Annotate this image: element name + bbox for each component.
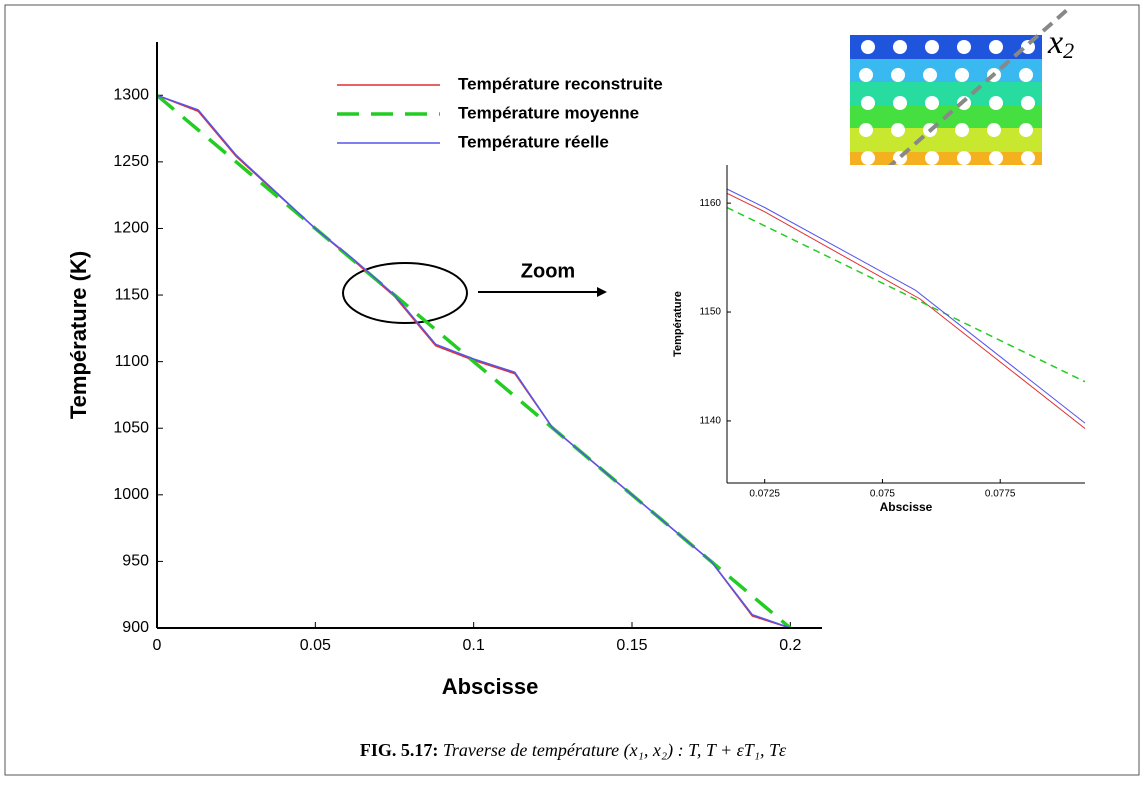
hole bbox=[859, 123, 873, 137]
hole bbox=[955, 68, 969, 82]
y-tick-label: 1050 bbox=[113, 419, 149, 436]
y-tick-label: 1160 bbox=[699, 198, 721, 209]
hole bbox=[1019, 123, 1033, 137]
y-tick-label: 900 bbox=[122, 619, 149, 636]
x-tick-label: 0.0775 bbox=[985, 489, 1016, 500]
legend-label: Température reconstruite bbox=[458, 74, 663, 93]
series-line bbox=[726, 188, 1086, 424]
y-axis-label: Température bbox=[672, 291, 684, 357]
y-tick-label: 1250 bbox=[113, 153, 149, 170]
x-tick-label: 0.0725 bbox=[749, 489, 780, 500]
hole bbox=[989, 40, 1003, 54]
y-tick-label: 1000 bbox=[113, 486, 149, 503]
x-tick-label: 0 bbox=[153, 637, 162, 654]
hole bbox=[925, 151, 939, 165]
legend-label: Température moyenne bbox=[458, 103, 639, 122]
plot: 0 0.05 0.1 0.15 0.2 900 950 1000 1050 1100 1150 120… bbox=[66, 42, 822, 699]
hole bbox=[957, 40, 971, 54]
plot-area bbox=[727, 165, 1085, 483]
hole bbox=[1021, 96, 1035, 110]
hole bbox=[1021, 151, 1035, 165]
hole bbox=[987, 123, 1001, 137]
series-line bbox=[156, 94, 791, 629]
hole bbox=[925, 96, 939, 110]
frame bbox=[4, 4, 1140, 776]
x-axis-label: Abscisse bbox=[880, 500, 933, 514]
x-tick-label: 0.075 bbox=[870, 489, 895, 500]
y-tick-label: 1300 bbox=[113, 86, 149, 103]
zoom-label: Zoom bbox=[521, 260, 575, 282]
x-tick-label: 0.2 bbox=[779, 637, 801, 654]
x-tick-label: 0.05 bbox=[300, 637, 331, 654]
zoom-ellipse bbox=[342, 262, 468, 324]
hole bbox=[989, 96, 1003, 110]
y-tick-label: 950 bbox=[122, 553, 149, 570]
x-tick-label: 0.1 bbox=[463, 637, 485, 654]
hole bbox=[1019, 68, 1033, 82]
hole bbox=[925, 40, 939, 54]
hole bbox=[989, 151, 1003, 165]
series-line bbox=[726, 206, 1086, 383]
y-tick-label: 1140 bbox=[699, 416, 721, 427]
caption: FIG. 5.17: Traverse de température (x₁, … bbox=[360, 740, 787, 761]
arrow-head bbox=[597, 287, 607, 297]
legend-label: Température réelle bbox=[458, 132, 609, 151]
y-tick-label: 1100 bbox=[115, 353, 150, 370]
hole bbox=[955, 123, 969, 137]
y-axis-label: Température (K) bbox=[66, 251, 91, 419]
hole bbox=[891, 68, 905, 82]
hole bbox=[923, 68, 937, 82]
hole bbox=[861, 151, 875, 165]
x-tick-label: 0.15 bbox=[616, 637, 647, 654]
plot: 0.0725 0.075 0.0775 1140 1150 1160 Abscisse Tem… bbox=[672, 165, 1086, 514]
hole bbox=[957, 151, 971, 165]
hole bbox=[893, 96, 907, 110]
y-tick-label: 1200 bbox=[113, 220, 149, 237]
hole bbox=[859, 68, 873, 82]
series-line bbox=[726, 192, 1086, 429]
hole bbox=[861, 96, 875, 110]
hole bbox=[891, 123, 905, 137]
hole bbox=[861, 40, 875, 54]
x-axis-label: Abscisse bbox=[442, 674, 539, 699]
y-tick-label: 1150 bbox=[115, 286, 150, 303]
y-tick-label: 1150 bbox=[699, 307, 721, 318]
hole bbox=[893, 40, 907, 54]
x2-label: x2 bbox=[1047, 24, 1074, 63]
